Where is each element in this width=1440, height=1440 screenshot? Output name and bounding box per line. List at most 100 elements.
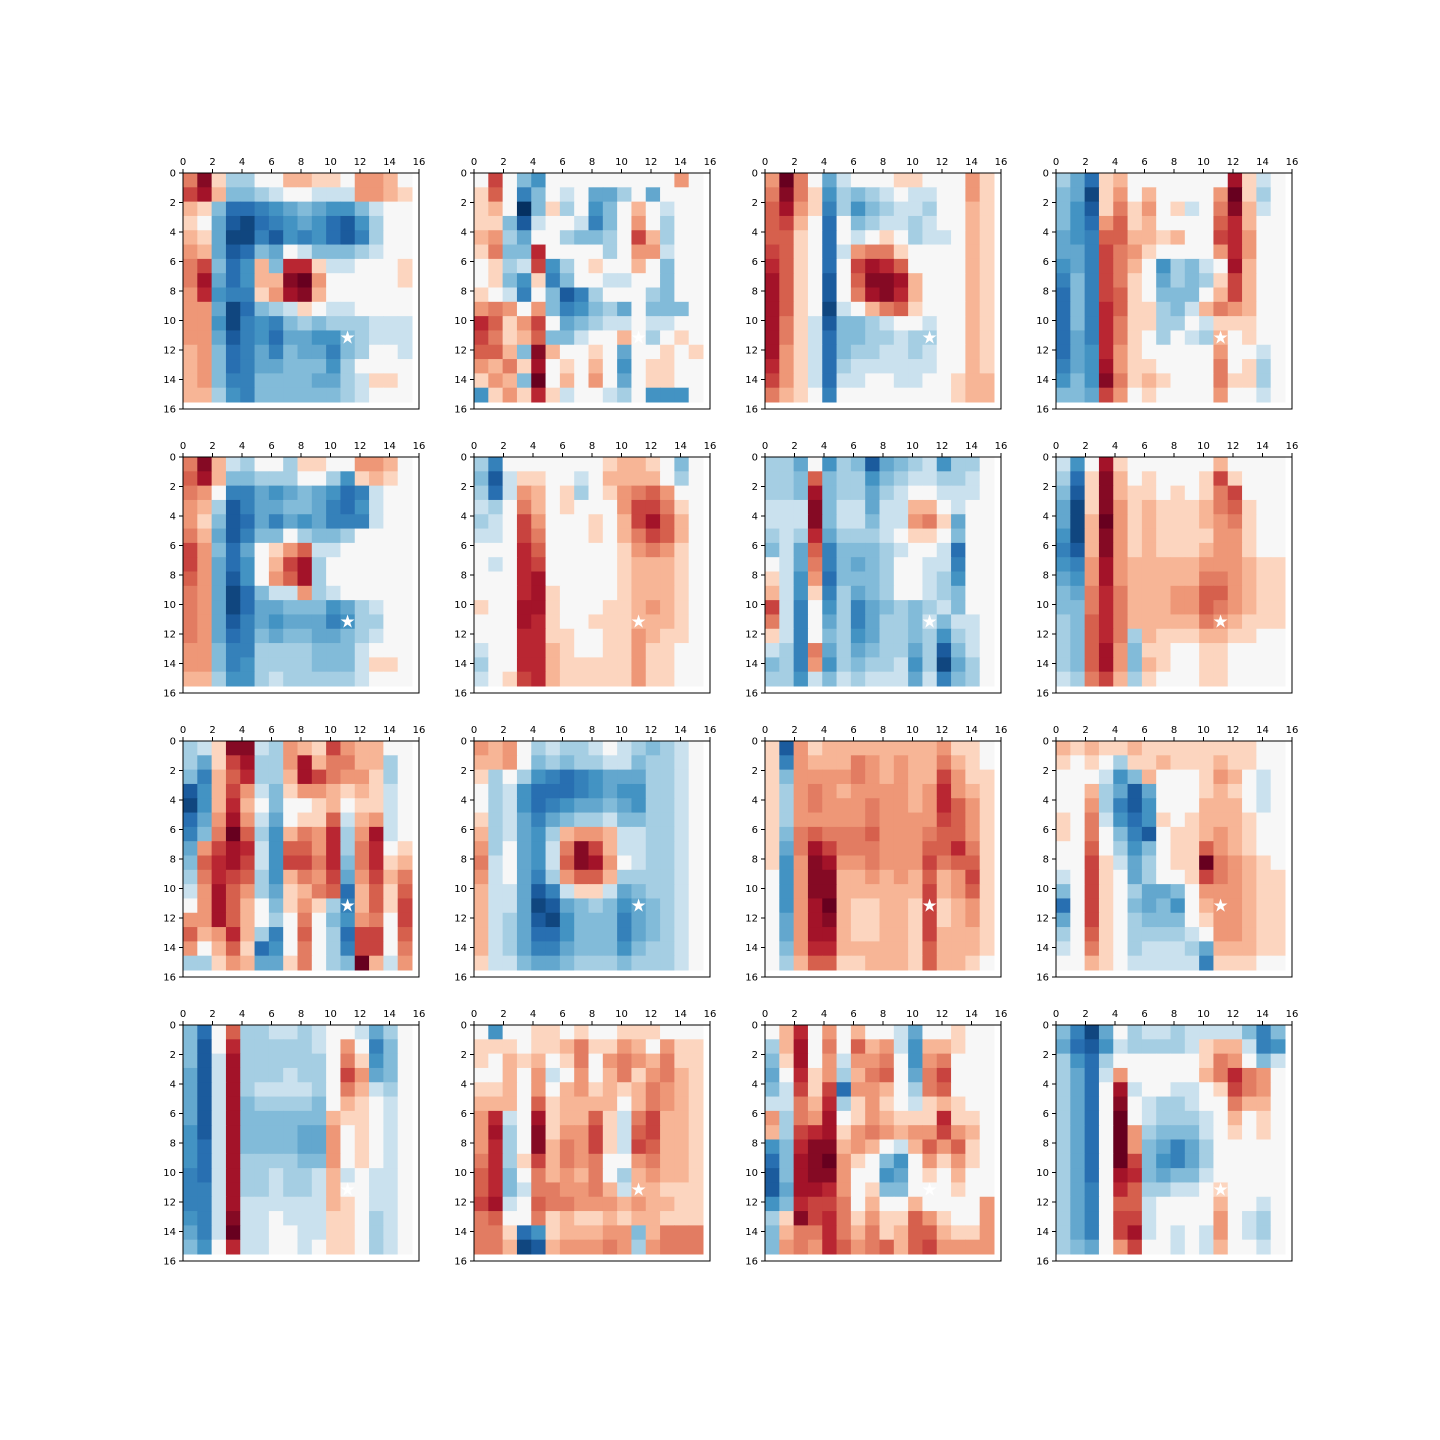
heatmap-cell	[183, 585, 198, 601]
heatmap-cell	[1084, 812, 1100, 828]
heatmap-cell	[588, 273, 604, 288]
heatmap-cell	[850, 244, 866, 260]
heatmap-cell	[645, 1196, 661, 1212]
x-tick-label: 2	[791, 157, 797, 168]
heatmap-cell	[865, 287, 880, 303]
heatmap-cell	[488, 571, 504, 587]
heatmap-cell	[617, 671, 632, 687]
heatmap-cell	[516, 330, 532, 346]
y-tick-label: 8	[752, 855, 758, 866]
heatmap-cell	[822, 1239, 838, 1255]
heatmap-cell	[602, 898, 618, 914]
heatmap-cell	[631, 287, 647, 303]
heatmap-cell	[488, 1139, 504, 1155]
heatmap-cell	[674, 359, 690, 374]
heatmap-cell	[1070, 244, 1086, 260]
heatmap-cell	[369, 614, 384, 630]
x-tick-label: 2	[500, 157, 506, 168]
heatmap-cell	[588, 471, 604, 487]
heatmap-cell	[836, 1225, 852, 1241]
heatmap-cell	[1070, 1025, 1086, 1040]
heatmap-cell	[1127, 643, 1143, 658]
y-tick-label: 10	[745, 1168, 758, 1179]
heatmap-cell	[369, 273, 384, 288]
heatmap-cell	[674, 741, 690, 756]
heatmap-cell	[893, 1225, 909, 1241]
heatmap-cell	[1156, 826, 1171, 842]
heatmap-cell	[383, 912, 399, 928]
heatmap-cell	[588, 1211, 604, 1226]
heatmap-cell	[225, 826, 241, 842]
heatmap-cell	[1170, 201, 1186, 217]
heatmap-cell	[588, 1225, 604, 1241]
heatmap-cell	[951, 614, 966, 630]
heatmap-cell	[1113, 1125, 1129, 1140]
heatmap-cell	[211, 1211, 227, 1226]
heatmap-cell	[197, 841, 213, 856]
heatmap-cell	[516, 657, 532, 673]
heatmap-cell	[1113, 955, 1129, 971]
heatmap-cell	[645, 514, 661, 530]
heatmap-cell	[645, 826, 661, 842]
heatmap-cell	[369, 769, 384, 785]
heatmap-cell	[660, 1125, 675, 1140]
heatmap-cell	[340, 330, 356, 346]
heatmap-cell	[1242, 258, 1257, 274]
heatmap-cell	[1213, 1182, 1229, 1198]
heatmap-cell	[531, 855, 547, 871]
heatmap-cell	[545, 941, 561, 957]
heatmap-cell	[488, 1168, 504, 1183]
heatmap-cell	[225, 173, 241, 188]
heatmap-cell	[1113, 755, 1129, 771]
heatmap-cell	[1070, 585, 1086, 601]
heatmap-cell	[1213, 1053, 1229, 1069]
heatmap-cell	[383, 841, 399, 856]
heatmap-cell	[340, 514, 356, 530]
heatmap-cell	[268, 884, 284, 899]
heatmap-cell	[879, 614, 895, 630]
heatmap-cell	[965, 600, 981, 615]
heatmap-cell	[1056, 855, 1071, 871]
heatmap-cell	[211, 614, 227, 630]
heatmap-cell	[936, 585, 952, 601]
heatmap-cell	[531, 614, 547, 630]
x-tick-label: 6	[850, 1009, 856, 1020]
heatmap-cell	[1156, 855, 1171, 871]
heatmap-cell	[183, 927, 198, 942]
heatmap-cell	[922, 215, 938, 231]
heatmap-cell	[268, 826, 284, 842]
heatmap-cell	[879, 912, 895, 928]
heatmap-cell	[574, 1153, 589, 1169]
heatmap-cell	[688, 657, 704, 673]
heatmap-cell	[1227, 528, 1243, 544]
x-tick-label: 10	[324, 725, 337, 736]
heatmap-cell	[240, 628, 256, 644]
heatmap-cell	[311, 1153, 327, 1169]
heatmap-cell	[211, 769, 227, 785]
heatmap-cell	[645, 187, 661, 203]
heatmap-cell	[254, 1110, 270, 1126]
heatmap-cell	[936, 812, 952, 828]
heatmap-cell	[936, 344, 952, 360]
heatmap-cell	[1141, 471, 1157, 487]
heatmap-cell	[1127, 230, 1143, 246]
heatmap-cell	[951, 373, 966, 389]
heatmap-cell	[1199, 1182, 1214, 1198]
heatmap-cell	[1127, 741, 1143, 756]
heatmap-cell	[1242, 614, 1257, 630]
heatmap-cell	[602, 1196, 618, 1212]
heatmap-cell	[1227, 1196, 1243, 1212]
heatmap-cell	[822, 755, 838, 771]
heatmap-cell	[397, 826, 413, 842]
heatmap-cell	[793, 826, 809, 842]
heatmap-cell	[1213, 657, 1229, 673]
star-marker-icon: ★	[340, 1180, 356, 1201]
heatmap-cell	[631, 373, 647, 389]
heatmap-cell	[254, 1039, 270, 1055]
heatmap-cell	[1098, 927, 1114, 942]
heatmap-cell	[488, 359, 504, 374]
heatmap-cell	[240, 485, 256, 501]
heatmap-cell	[765, 457, 780, 472]
heatmap-cell	[779, 955, 795, 971]
heatmap-cell	[311, 812, 327, 828]
